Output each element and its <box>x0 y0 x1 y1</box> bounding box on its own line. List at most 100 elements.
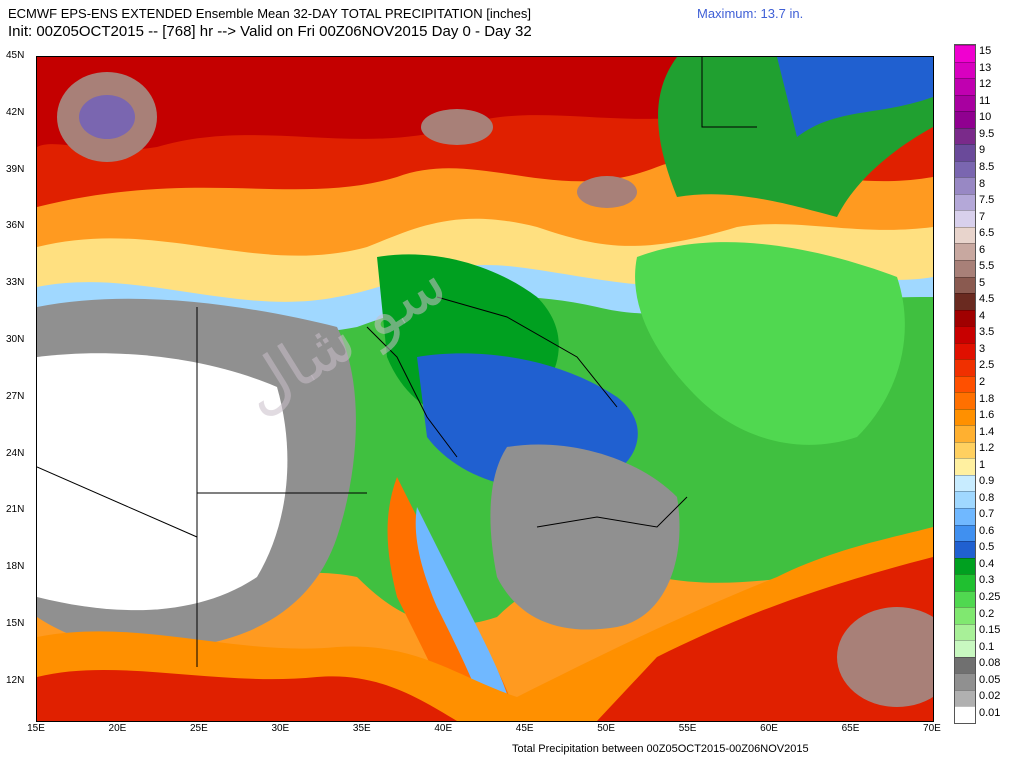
legend-label: 1.4 <box>979 425 995 438</box>
legend-label: 6.5 <box>979 227 995 240</box>
longitude-label: 30E <box>271 723 290 734</box>
latitude-label: 24N <box>6 447 25 459</box>
legend-label: 3.5 <box>979 326 995 339</box>
legend-swatch <box>955 111 975 128</box>
legend-label: 4 <box>979 309 986 322</box>
legend-swatch <box>955 375 975 393</box>
legend-swatch <box>955 656 975 674</box>
legend-swatch <box>955 177 975 194</box>
legend-label: 2.5 <box>979 359 995 372</box>
legend-swatch <box>955 193 975 211</box>
legend-swatch <box>955 425 975 442</box>
legend-label: 13 <box>979 61 992 74</box>
legend-swatch <box>955 309 975 327</box>
legend-label: 7.5 <box>979 194 995 207</box>
legend-label: 12 <box>979 78 992 91</box>
latitude-label: 42N <box>6 106 25 118</box>
legend-label: 0.15 <box>979 624 1001 637</box>
legend-swatch <box>955 276 975 294</box>
legend-swatch <box>955 541 975 558</box>
legend-swatch <box>955 408 975 426</box>
legend-label: 4.5 <box>979 293 995 306</box>
map-subtitle: Init: 00Z05OCT2015 -- [768] hr --> Valid… <box>8 23 532 40</box>
legend-label: 5.5 <box>979 260 995 273</box>
longitude-label: 25E <box>189 723 208 734</box>
precipitation-map <box>36 56 934 722</box>
legend-label: 8 <box>979 177 986 190</box>
legend-label: 0.01 <box>979 706 1001 719</box>
legend-swatch <box>955 160 975 178</box>
legend-label: 15 <box>979 45 992 58</box>
legend-label: 7 <box>979 210 986 223</box>
color-legend <box>954 44 976 724</box>
latitude-label: 33N <box>6 277 25 289</box>
legend-label: 1.8 <box>979 392 995 405</box>
legend-swatch <box>955 623 975 641</box>
legend-label: 1.2 <box>979 442 995 455</box>
legend-swatch <box>955 524 975 542</box>
longitude-label: 70E <box>923 723 941 734</box>
latitude-label: 18N <box>6 561 25 573</box>
legend-label: 0.7 <box>979 508 995 521</box>
legend-label: 0.25 <box>979 590 1001 603</box>
map-title: ECMWF EPS-ENS EXTENDED Ensemble Mean 32-… <box>8 6 532 21</box>
legend-label: 9.5 <box>979 127 995 140</box>
legend-swatch <box>955 474 975 492</box>
legend-label: 0.05 <box>979 673 1001 686</box>
legend-label: 0.9 <box>979 475 995 488</box>
longitude-label: 55E <box>678 723 697 734</box>
legend-label: 9 <box>979 144 986 157</box>
legend-swatch <box>955 458 975 475</box>
longitude-label: 40E <box>434 723 453 734</box>
legend-label: 10 <box>979 111 992 124</box>
latitude-label: 39N <box>6 163 25 175</box>
legend-label: 8.5 <box>979 161 995 174</box>
longitude-label: 15E <box>27 723 45 734</box>
legend-swatch <box>955 61 975 79</box>
legend-swatch <box>955 78 975 95</box>
longitude-label: 20E <box>108 723 127 734</box>
legend-swatch <box>955 342 975 360</box>
legend-swatch <box>955 673 975 690</box>
legend-swatch <box>955 210 975 227</box>
legend-swatch <box>955 441 975 459</box>
legend-label: 3 <box>979 342 986 355</box>
legend-swatch <box>955 144 975 161</box>
legend-swatch <box>955 45 975 62</box>
legend-label: 0.8 <box>979 491 995 504</box>
legend-label: 0.02 <box>979 690 1001 703</box>
legend-swatch <box>955 640 975 657</box>
legend-label: 0.3 <box>979 574 995 587</box>
longitude-label: 60E <box>760 723 778 734</box>
legend-swatch <box>955 243 975 260</box>
legend-label: 0.2 <box>979 607 995 620</box>
legend-swatch <box>955 127 975 145</box>
legend-label: 5 <box>979 276 986 289</box>
legend-swatch <box>955 557 975 575</box>
longitude-label: 65E <box>841 723 860 734</box>
longitude-label: 50E <box>597 723 616 734</box>
footer-caption: Total Precipitation between 00Z05OCT2015… <box>512 743 809 755</box>
legend-label: 0.4 <box>979 557 995 570</box>
legend-swatch <box>955 293 975 310</box>
legend-swatch <box>955 607 975 624</box>
precipitation-field <box>37 57 933 721</box>
latitude-label: 12N <box>6 674 25 686</box>
latitude-label: 21N <box>6 504 25 516</box>
legend-swatch <box>955 706 975 723</box>
legend-label: 0.1 <box>979 640 995 653</box>
longitude-label: 35E <box>352 723 371 734</box>
legend-swatch <box>955 508 975 525</box>
latitude-label: 15N <box>6 618 25 629</box>
legend-label: 2 <box>979 376 986 388</box>
legend-label: 1 <box>979 458 986 471</box>
latitude-label: 30N <box>6 334 25 345</box>
legend-label: 0.08 <box>979 657 1001 670</box>
longitude-label: 45E <box>515 723 534 734</box>
legend-swatch <box>955 590 975 608</box>
latitude-label: 45N <box>6 50 25 61</box>
legend-swatch <box>955 392 975 409</box>
legend-label: 11 <box>979 94 991 107</box>
legend-swatch <box>955 326 975 343</box>
legend-swatch <box>955 259 975 277</box>
